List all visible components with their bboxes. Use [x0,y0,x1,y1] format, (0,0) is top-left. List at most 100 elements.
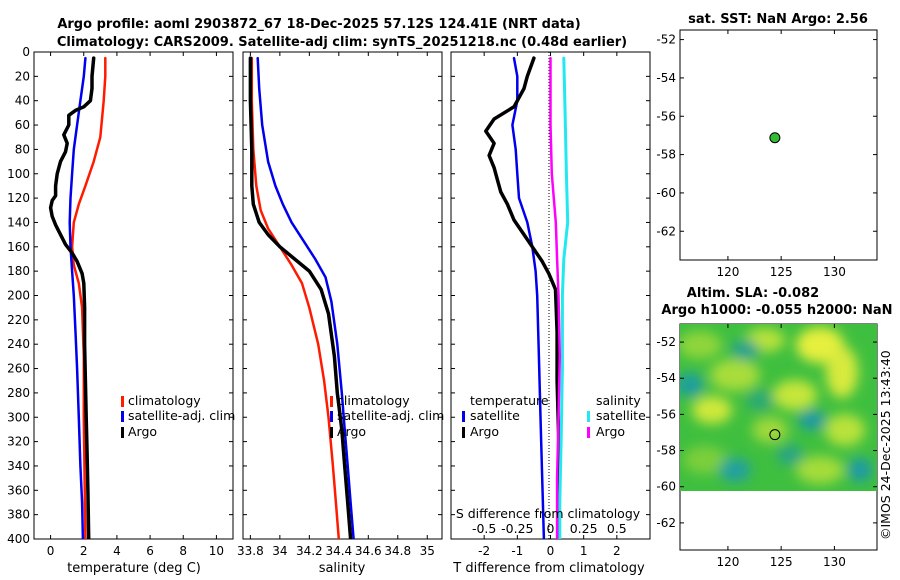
x-tick-label: 130 [823,265,846,279]
legend-argo-label: Argo [128,424,157,439]
difference-y-ticks [451,51,650,540]
x-tick-label: 2 [613,544,621,558]
y-tick-label: -52 [656,33,676,47]
legend-s-satellite-label: satellite [596,408,646,423]
y-tick-label: 80 [15,142,30,156]
legend-salinity-title: salinity [596,393,641,408]
salinity-difference-ticks: -0.5 -0.25 0 0.25 0.5 [472,521,627,536]
series-line-satellite-adj-clim [256,56,355,539]
y-tick-label: -58 [656,444,676,458]
y-tick-label: 120 [7,191,30,205]
y-tick-label: 200 [7,289,30,303]
y-tick-label: 260 [7,362,30,376]
y-tick-label: 100 [7,167,30,181]
x-tick-label: 10 [209,544,224,558]
difference-panel: -2 -1 0 1 2 T difference from climatology S … [450,51,651,576]
series-line-t-argo [484,56,561,539]
series-line-t-satellite [511,56,546,539]
legend-climatology-swatch [330,396,333,407]
figure-title-line-1: Argo profile: aoml 2903872_67 18-Dec-202… [57,17,580,32]
x-tick-label: 1 [580,544,588,558]
salinity-panel: 33.8 34 34.2 34.4 34.6 34.8 35 salinity climat… [237,51,444,576]
legend-temperature-title: temperature [470,393,549,408]
salinity-series [248,56,355,539]
x-tick-label: 34.6 [355,544,382,558]
y-tick-label: 300 [7,410,30,424]
legend-t-argo-label: Argo [470,424,499,439]
legend-climatology-label: climatology [337,393,410,408]
series-line-climatology [250,56,341,539]
legend-t-satellite-label: satellite [470,408,520,423]
series-line-s-argo [549,56,562,539]
y-tick-label: -60 [656,186,676,200]
y-tick-label: -54 [656,71,676,85]
y-tick-label: -62 [656,516,676,530]
temperature-difference-legend: temperature satellite Argo [462,393,549,439]
sla-map-panel: Altim. SLA: -0.082 Argo h1000: -0.055 h2… [656,286,892,569]
sla-heatmap [680,324,877,491]
x-tick-label: 2 [80,544,88,558]
y-tick-label: -54 [656,371,676,385]
x-tick-label: 125 [770,555,793,569]
temperature-panel: 0204060801001201401601802002202402602803… [7,45,235,576]
legend-argo-swatch [330,427,333,438]
s-diff-tick-label: -0.5 [472,521,496,536]
sla-map-title-line-1: Altim. SLA: -0.082 [687,286,819,301]
y-tick-label: 280 [7,386,30,400]
x-tick-label: 125 [770,265,793,279]
y-tick-label: 20 [15,69,30,83]
y-tick-label: -62 [656,224,676,238]
x-tick-label: 120 [716,555,739,569]
sst-map-panel: sat. SST: NaN Argo: 2.56 120 125 130 -52 -54… [656,12,878,279]
y-tick-label: 240 [7,337,30,351]
y-tick-label: 40 [15,94,30,108]
y-tick-label: -60 [656,480,676,494]
x-tick-label: 35 [420,544,435,558]
legend-s-argo-label: Argo [596,424,625,439]
y-tick-label: -56 [656,109,676,123]
legend-climatology-label: climatology [128,393,201,408]
s-diff-tick-label: 0.25 [570,521,598,536]
difference-x-axis: -2 -1 0 1 2 [478,52,621,558]
legend-t-satellite-swatch [462,411,465,422]
x-tick-label: 0 [547,544,555,558]
legend-s-argo-swatch [587,427,590,438]
sla-map-points [769,429,781,441]
x-tick-label: 34.4 [325,544,352,558]
legend-satellite-swatch [330,411,333,422]
sla-map-title-line-2: Argo h1000: -0.055 h2000: NaN [661,303,892,318]
salinity-difference-axis-label: S difference from climatology [456,506,641,521]
legend-satellite-label: satellite-adj. clim [337,408,444,423]
imos-timestamp: ©IMOS 24-Dec-2025 13:43:40 [878,350,893,540]
x-tick-label: 34.8 [384,544,411,558]
y-tick-label: 220 [7,313,30,327]
argo-location-marker [769,429,781,441]
temperature-y-axis: 0 20 40 60 80 100 120 140 160 180 200 220 240 260 280 3… [7,45,233,546]
sst-map-title: sat. SST: NaN Argo: 2.56 [688,12,868,27]
legend-satellite-swatch [121,411,124,422]
sst-map-axes: 120 125 130 -52 -54 -56 -58 -60 -62 [656,30,877,279]
x-tick-label: 120 [716,265,739,279]
s-diff-tick-label: 0.5 [607,521,627,536]
figure-title-line-2: Climatology: CARS2009. Satellite-adj cli… [57,35,627,50]
salinity-y-ticks [243,51,442,540]
temperature-legend: climatology satellite-adj. clim Argo [121,393,235,439]
y-tick-label: 140 [7,215,30,229]
legend-t-argo-swatch [462,427,465,438]
salinity-difference-legend: salinity satellite Argo [587,393,646,439]
y-tick-label: 60 [15,118,30,132]
x-tick-label: 33.8 [237,544,264,558]
series-line-s-satellite [558,56,570,539]
y-tick-label: 360 [7,483,30,497]
x-tick-label: 130 [823,555,846,569]
x-tick-label: 8 [179,544,187,558]
y-tick-label: 400 [7,532,30,546]
x-tick-label: 4 [113,544,121,558]
y-tick-label: 320 [7,435,30,449]
y-tick-label: -56 [656,407,676,421]
y-tick-label: -52 [656,335,676,349]
y-tick-label: 380 [7,508,30,522]
series-line-satellite-adj-clim [68,56,87,539]
legend-climatology-swatch [121,396,124,407]
